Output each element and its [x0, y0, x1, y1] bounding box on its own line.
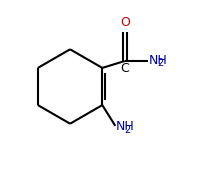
Text: NH: NH — [116, 120, 134, 133]
Text: C: C — [120, 62, 129, 75]
Text: 2: 2 — [157, 58, 164, 68]
Text: O: O — [120, 16, 130, 29]
Text: 2: 2 — [125, 125, 131, 135]
Text: NH: NH — [148, 54, 167, 67]
